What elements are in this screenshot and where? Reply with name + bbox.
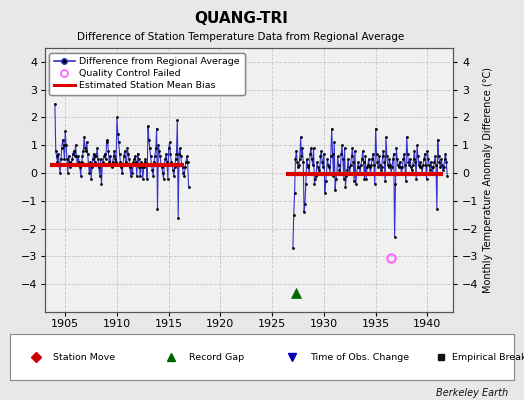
Text: Berkeley Earth: Berkeley Earth [436, 388, 508, 398]
Text: Difference of Station Temperature Data from Regional Average: Difference of Station Temperature Data f… [78, 32, 405, 42]
Text: Station Move: Station Move [53, 352, 115, 362]
Text: Time of Obs. Change: Time of Obs. Change [310, 352, 409, 362]
Text: Empirical Break: Empirical Break [452, 352, 524, 362]
Text: Record Gap: Record Gap [189, 352, 244, 362]
Legend: Difference from Regional Average, Quality Control Failed, Estimated Station Mean: Difference from Regional Average, Qualit… [49, 53, 245, 95]
Text: QUANG-TRI: QUANG-TRI [194, 11, 288, 26]
Y-axis label: Monthly Temperature Anomaly Difference (°C): Monthly Temperature Anomaly Difference (… [483, 67, 493, 293]
